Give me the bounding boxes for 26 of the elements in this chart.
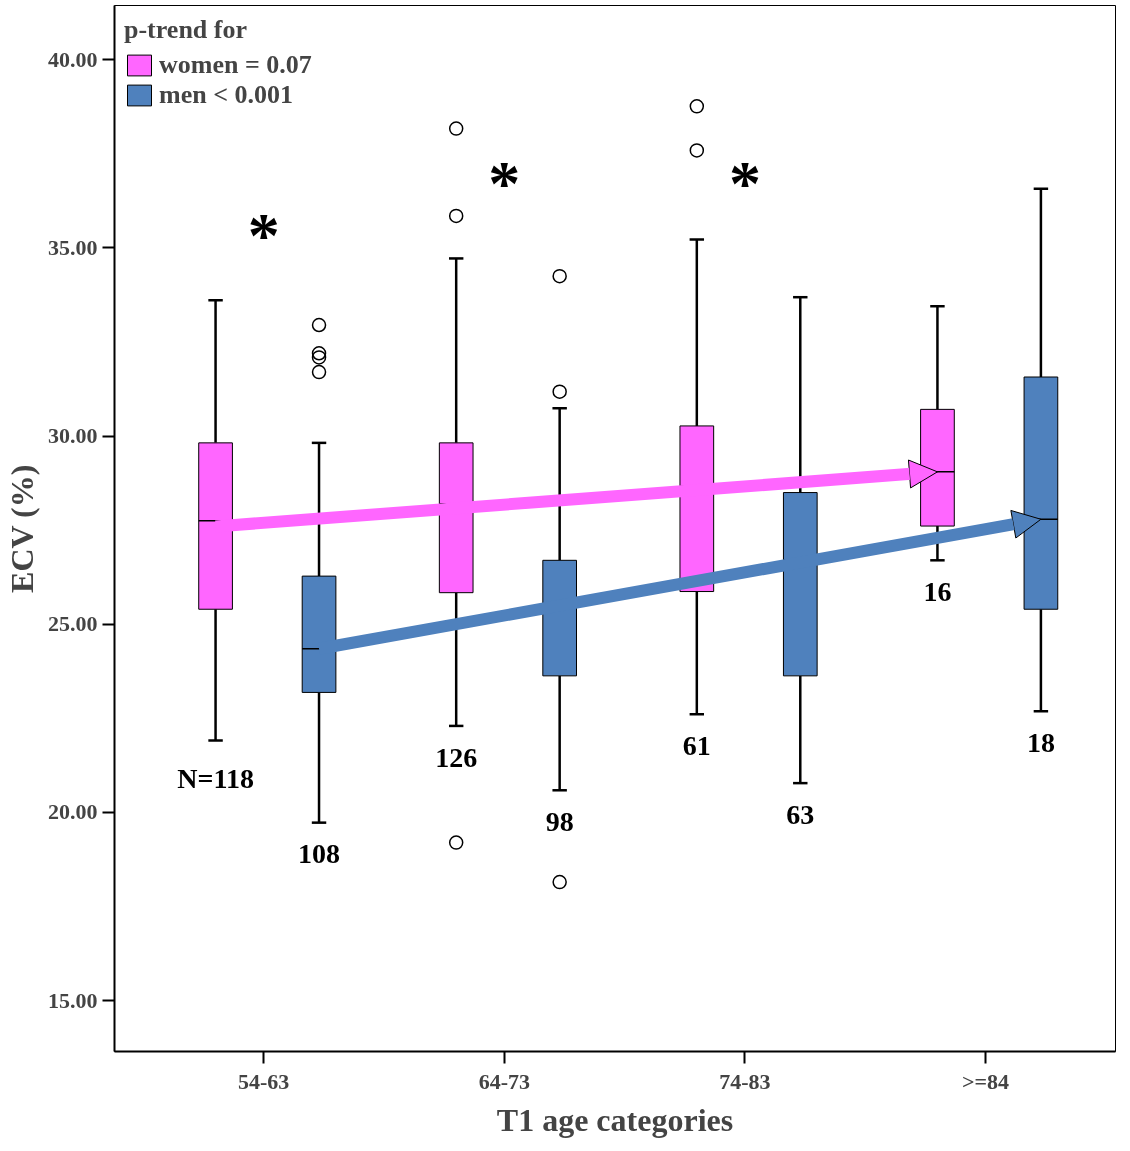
x-tick-label: 64-73 — [478, 1068, 530, 1094]
text: 18 — [1026, 726, 1055, 758]
text: N=118 — [177, 763, 254, 795]
text: 63 — [786, 798, 815, 830]
y-tick-label: 30.00 — [48, 423, 98, 449]
x-tick-label: 74-83 — [719, 1068, 771, 1094]
legend-label: men < 0.001 — [159, 80, 293, 110]
y-tick-label: 15.00 — [48, 987, 98, 1013]
annotation: * — [488, 147, 521, 219]
y-tick-label: 40.00 — [48, 46, 98, 72]
x-axis-title: T1 age categories — [496, 1101, 734, 1138]
y-tick-label: 35.00 — [48, 234, 98, 260]
text: 108 — [298, 838, 341, 870]
x-tick-label: >=84 — [962, 1068, 1010, 1094]
legend-label: women = 0.07 — [159, 50, 312, 80]
legend-title: p-trend for — [124, 15, 248, 45]
text: 61 — [682, 729, 711, 761]
y-tick-label: 25.00 — [48, 611, 98, 637]
y-axis-title: ECV (%) — [4, 464, 40, 593]
annotation: * — [728, 147, 761, 219]
text: 16 — [923, 575, 952, 607]
annotation: * — [247, 200, 280, 272]
x-tick-label: 54-63 — [238, 1068, 290, 1094]
y-tick-label: 20.00 — [48, 799, 98, 825]
text: 126 — [435, 741, 478, 773]
text: 98 — [545, 805, 574, 837]
